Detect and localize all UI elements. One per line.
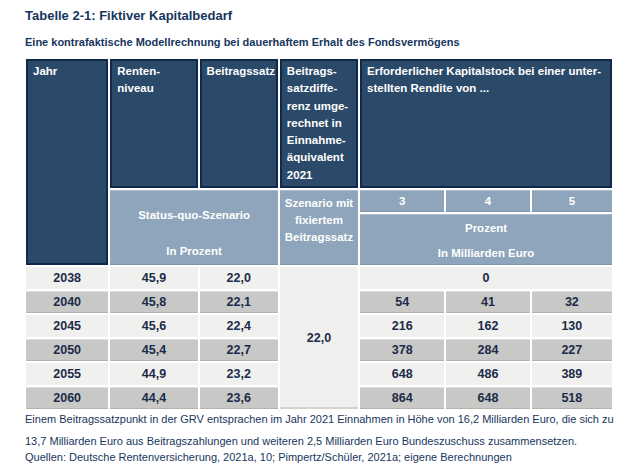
subheader-rendite-5: 5 [531,189,613,213]
subheader-szenario-fixiert: Szenario mit fixiertem Beitragssatz [279,189,359,266]
capital-requirement-table: Jahr Renten- niveau Beitragssatz Beitrag… [24,57,614,411]
in-milliarden-euro-label: In Milliarden Euro [360,243,612,263]
table-row: 2038 45,9 22,0 22,0 0 [25,266,613,290]
table-sources: Quellen: Deutsche Rentenversicherung, 20… [25,451,629,463]
subheader-rendite-4: 4 [445,189,530,213]
header-row-main: Jahr Renten- niveau Beitragssatz Beitrag… [25,58,613,189]
header-row-scenario: Status-quo-Szenario In Prozent Szenario … [25,189,613,213]
cell-rentenniveau: 45,4 [109,338,198,362]
cell-jahr: 2050 [25,338,109,362]
cell-jahr: 2055 [25,362,109,386]
in-prozent-label: In Prozent [110,241,278,261]
subheader-einheiten: Prozent In Milliarden Euro [359,213,613,266]
cell-kapitalstock-5: 389 [531,362,613,386]
cell-kapitalstock-4: 162 [445,314,530,338]
col-header-rentenniveau: Renten- niveau [109,58,198,189]
cell-kapitalstock-4: 41 [445,290,530,314]
cell-kapitalstock-3: 54 [359,290,445,314]
col-header-kapitalstock: Erforderlicher Kapitalstock bei einer un… [359,58,613,189]
cell-kapitalstock-5: 130 [531,314,613,338]
cell-kapitalstock-3: 864 [359,386,445,410]
col-header-beitragssatz: Beitragssatz [199,58,279,189]
cell-kapitalstock-merged: 0 [359,266,613,290]
col-header-jahr: Jahr [25,58,109,266]
col-header-beitragssatzdifferenz: Beitrags- satzdiffe- renz umge- rechnet … [279,58,359,189]
table-subtitle: Eine kontrafaktische Modellrechnung bei … [25,36,460,48]
cell-beitragssatz: 22,1 [199,290,279,314]
cell-beitragssatz: 23,6 [199,386,279,410]
cell-jahr: 2040 [25,290,109,314]
cell-beitragssatz: 22,0 [199,266,279,290]
cell-rentenniveau: 45,8 [109,290,198,314]
cell-kapitalstock-3: 648 [359,362,445,386]
cell-kapitalstock-3: 216 [359,314,445,338]
cell-rentenniveau: 45,6 [109,314,198,338]
table-footnote: Einem Beitragssatzpunkt in der GRV entsp… [25,408,629,452]
cell-rentenniveau: 45,9 [109,266,198,290]
subheader-rendite-3: 3 [359,189,445,213]
cell-jahr: 2038 [25,266,109,290]
subheader-status-quo-szenario: Status-quo-Szenario In Prozent [109,189,279,266]
cell-kapitalstock-4: 486 [445,362,530,386]
table-title: Tabelle 2-1: Fiktiver Kapitalbedarf [25,8,232,23]
cell-jahr: 2060 [25,386,109,410]
document-page: Tabelle 2-1: Fiktiver Kapitalbedarf Eine… [0,0,640,472]
status-quo-label: Status-quo-Szenario [110,190,278,241]
cell-kapitalstock-5: 518 [531,386,613,410]
cell-kapitalstock-3: 378 [359,338,445,362]
cell-beitragssatz: 22,7 [199,338,279,362]
cell-beitragssatz: 22,4 [199,314,279,338]
cell-kapitalstock-5: 227 [531,338,613,362]
cell-rentenniveau: 44,4 [109,386,198,410]
cell-beitragssatz: 23,2 [199,362,279,386]
cell-rentenniveau: 44,9 [109,362,198,386]
cell-jahr: 2045 [25,314,109,338]
cell-kapitalstock-4: 648 [445,386,530,410]
prozent-label: Prozent [360,214,612,243]
cell-kapitalstock-5: 32 [531,290,613,314]
cell-kapitalstock-4: 284 [445,338,530,362]
cell-beitragssatz-fixiert-merged: 22,0 [279,266,359,410]
